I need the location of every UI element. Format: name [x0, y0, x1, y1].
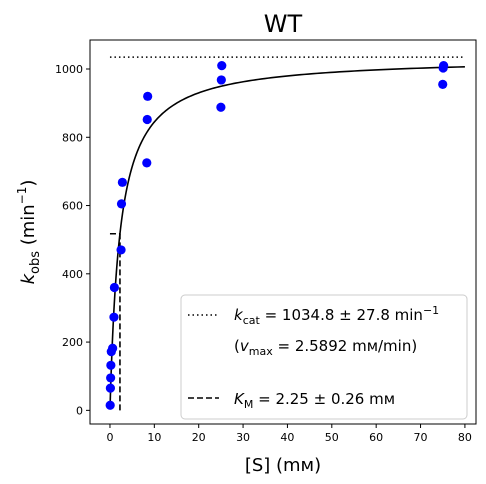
data-point [117, 177, 127, 187]
chart-marks [105, 56, 465, 411]
x-tick-label: 10 [147, 431, 161, 444]
y-axis-label: kobs (min−1) [15, 180, 43, 285]
data-point [216, 75, 226, 85]
plot-frame [89, 39, 477, 425]
data-point [109, 282, 120, 293]
y-axis-ticks: 0 200 400 600 800 1000 [55, 63, 90, 417]
y-tick-label: 600 [62, 200, 83, 213]
data-point [116, 199, 127, 209]
x-tick-label: 50 [325, 431, 339, 444]
legend-vmax-label: (vmax = 2.5892 mᴍ/min) [234, 337, 417, 358]
data-point [143, 91, 153, 101]
legend-kcat-label: kcat = 1034.8 ± 27.8 min−1 [234, 304, 439, 327]
data-point [108, 343, 118, 353]
x-axis-ticks: 0 10 20 30 40 50 60 70 80 [106, 424, 472, 444]
data-point [106, 360, 116, 370]
legend-box [180, 294, 468, 420]
y-tick-label: 1000 [55, 63, 83, 76]
data-point [106, 373, 116, 383]
data-point [216, 102, 226, 112]
x-tick-label: 60 [369, 431, 383, 444]
x-tick-label: 30 [236, 431, 250, 444]
y-tick-label: 800 [62, 131, 83, 144]
y-tick-label: 200 [62, 336, 83, 349]
x-tick-label: 70 [414, 431, 428, 444]
plot-area [89, 39, 477, 425]
data-point [217, 61, 227, 71]
x-axis-label: [S] (mᴍ) [245, 455, 321, 476]
y-tick-label: 400 [62, 268, 83, 281]
data-point [105, 383, 116, 393]
x-tick-label: 80 [458, 431, 472, 444]
x-tick-label: 0 [106, 431, 113, 444]
data-point [439, 61, 449, 71]
data-point [142, 158, 152, 168]
data-point [142, 114, 152, 125]
x-tick-label: 20 [192, 431, 206, 444]
x-tick-label: 40 [280, 431, 294, 444]
y-tick-label: 0 [76, 404, 83, 417]
legend-km-label: KM = 2.25 ± 0.26 mᴍ [234, 390, 395, 411]
data-point [116, 245, 126, 255]
data-point [105, 400, 115, 410]
chart-title: WT [264, 10, 303, 38]
data-point [109, 312, 119, 322]
data-point [438, 79, 448, 89]
legend: kcat = 1034.8 ± 27.8 min−1 (vmax = 2.589… [180, 294, 468, 420]
